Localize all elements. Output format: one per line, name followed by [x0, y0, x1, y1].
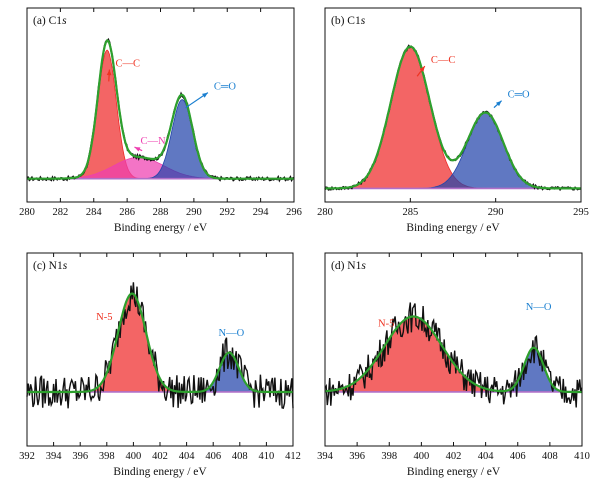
panel-c: 392 394 396 398 400 402 404 406 408 410 412 Binding… [19, 252, 301, 478]
x-tick-label: 290 [488, 207, 504, 218]
plot-frame [324, 252, 583, 447]
x-tick-label: 396 [72, 451, 88, 462]
annotation-label: C═O [214, 82, 236, 93]
x-tick-label: 286 [119, 207, 135, 218]
x-axis-label: Binding energy / eV [407, 466, 501, 478]
annotation-label: N-5 [96, 312, 112, 323]
x-tick-label: 292 [219, 207, 235, 218]
plot-frame [26, 252, 294, 447]
plot-frame [324, 7, 582, 203]
x-tick-label: 392 [19, 451, 35, 462]
x-tick-label: 400 [414, 451, 430, 462]
x-axis-label: Binding energy / eV [406, 222, 500, 234]
panel-d: 394 396 398 400 402 404 406 408 410 Binding energ… [317, 252, 590, 478]
annotation-arrowhead [134, 147, 141, 152]
x-axis-label: Binding energy / eV [113, 466, 207, 478]
x-tick-label: 394 [46, 451, 63, 462]
x-tick-label: 404 [478, 451, 495, 462]
raw-curve [26, 37, 295, 183]
x-axis-label: Binding energy / eV [114, 222, 208, 234]
panel-b: 280 285 290 295 Binding energy / eV (b) C1s C—… [317, 7, 589, 234]
envelope-curve [324, 315, 582, 394]
envelope-curve [325, 45, 581, 190]
annotation-arrowhead [106, 69, 112, 76]
annotation-label: C═O [508, 90, 530, 101]
x-tick-label: 282 [53, 207, 69, 218]
annotation-label: N—O [526, 302, 552, 313]
x-tick-label: 394 [317, 451, 334, 462]
x-tick-label: 295 [573, 207, 589, 218]
x-tick-label: 408 [232, 451, 248, 462]
x-tick-label: 412 [285, 451, 301, 462]
x-tick-label: 410 [259, 451, 275, 462]
x-tick-label: 398 [381, 451, 397, 462]
panel-title: (c) N1s [33, 260, 68, 272]
annotation-label: C—N [140, 136, 166, 147]
panel-title: (d) N1s [331, 260, 366, 272]
envelope-curve [27, 39, 294, 180]
annotation-arrowhead [202, 92, 208, 98]
x-tick-label: 406 [510, 451, 526, 462]
peak-0 [27, 49, 294, 180]
x-tick-label: 398 [99, 451, 115, 462]
x-tick-label: 400 [126, 451, 142, 462]
annotation-label: N—O [219, 328, 245, 339]
x-tick-label: 406 [205, 451, 221, 462]
x-tick-label: 294 [253, 207, 270, 218]
envelope-curve [27, 292, 293, 394]
x-tick-label: 284 [86, 207, 103, 218]
x-tick-label: 285 [402, 207, 418, 218]
annotation-arrowhead [495, 100, 502, 107]
x-tick-label: 396 [349, 451, 365, 462]
annotation-label: C—C [431, 55, 456, 66]
peak-0 [325, 46, 581, 189]
annotation-arrowhead [419, 66, 425, 72]
annotation-label: C—C [115, 59, 140, 70]
x-tick-label: 402 [152, 451, 168, 462]
raw-curve [324, 44, 582, 192]
x-tick-label: 404 [179, 451, 196, 462]
x-tick-label: 408 [542, 451, 558, 462]
x-tick-label: 280 [317, 207, 333, 218]
x-tick-label: 288 [153, 207, 169, 218]
x-tick-label: 410 [574, 451, 590, 462]
x-tick-label: 296 [286, 207, 302, 218]
peak-1 [325, 112, 581, 189]
panel-title: (b) C1s [331, 15, 366, 27]
x-tick-label: 290 [186, 207, 202, 218]
x-tick-label: 402 [446, 451, 462, 462]
panel-a: 280 282 284 286 288 290 292 294 296 Binding energ… [19, 7, 302, 234]
panel-title: (a) C1s [33, 15, 67, 27]
annotation-label: N-5 [378, 318, 394, 329]
x-tick-label: 280 [19, 207, 35, 218]
